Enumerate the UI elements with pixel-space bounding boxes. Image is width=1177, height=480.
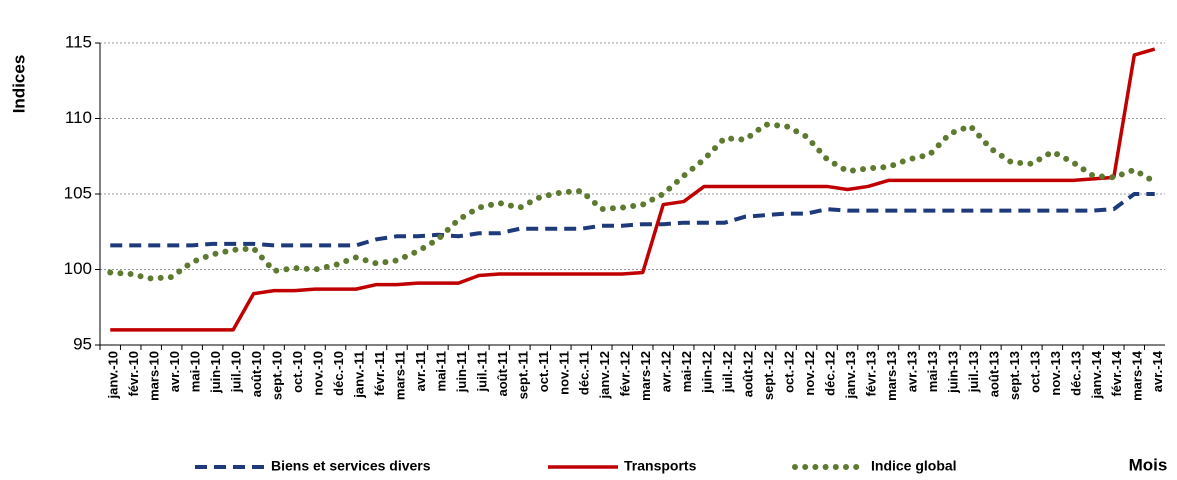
x-tick-label: juin-10	[208, 351, 223, 394]
x-tick-label: août-12	[741, 351, 756, 397]
x-tick-label: avr.-10	[167, 351, 182, 392]
x-tick-label: févr.-10	[126, 351, 141, 397]
x-tick-label: janv.-10	[106, 351, 121, 399]
x-tick-label: févr.-12	[618, 351, 633, 397]
x-tick-label: sept.-11	[515, 351, 530, 399]
x-tick-label: oct.-10	[290, 351, 305, 393]
x-tick-label: nov.-13	[1048, 351, 1063, 396]
x-tick-label: juil.-12	[720, 351, 735, 393]
y-axis-label: Indices	[9, 55, 28, 114]
x-tick-label: mars-14	[1130, 350, 1145, 401]
x-tick-label: nov.-11	[556, 351, 571, 395]
legend-label: Biens et services divers	[271, 458, 431, 474]
x-tick-label: janv.-14	[1089, 350, 1104, 399]
x-tick-label: sept.-12	[761, 351, 776, 400]
y-tick-label: 115	[65, 32, 92, 51]
x-tick-label: déc.-12	[823, 351, 838, 396]
x-tick-label: mai-10	[188, 351, 203, 392]
x-tick-label: mai-13	[925, 351, 940, 392]
x-tick-label: janv.-11	[351, 351, 366, 399]
x-tick-label: août-13	[986, 351, 1001, 397]
x-tick-label: mars-11	[392, 351, 407, 400]
x-tick-label: févr.-14	[1109, 350, 1124, 396]
x-tick-label: févr.-11	[372, 351, 387, 396]
y-tick-label: 105	[64, 183, 92, 202]
x-tick-label: avr.-14	[1150, 350, 1165, 392]
x-tick-label: juin-11	[454, 351, 469, 393]
x-tick-label: sept.-10	[270, 351, 285, 400]
x-tick-label: févr.-13	[863, 351, 878, 397]
x-tick-label: juil.-10	[229, 351, 244, 393]
y-tick-label: 110	[65, 108, 92, 127]
x-tick-label: janv.-12	[597, 351, 612, 399]
x-tick-label: mai-12	[679, 351, 694, 392]
x-tick-label: août-11	[495, 351, 510, 397]
x-tick-label: sept.-13	[1007, 351, 1022, 400]
series-line	[110, 47, 1156, 332]
x-tick-label: janv.-13	[843, 351, 858, 399]
x-tick-label: nov.-12	[802, 351, 817, 396]
legend-label: Transports	[624, 458, 697, 474]
x-tick-label: juin-13	[945, 351, 960, 394]
x-tick-label: mars-13	[884, 351, 899, 401]
x-tick-label: mai-11	[433, 351, 448, 391]
x-tick-label: juil.-11	[474, 351, 489, 392]
x-tick-label: oct.-11	[536, 351, 551, 392]
x-tick-label: août-10	[249, 351, 264, 397]
x-tick-label: avr.-11	[413, 351, 428, 392]
x-tick-label: déc.-10	[331, 351, 346, 396]
series-line	[110, 192, 1155, 248]
x-tick-label: oct.-13	[1027, 351, 1042, 393]
x-tick-label: avr.-13	[904, 351, 919, 392]
x-axis-label: Mois	[1129, 455, 1168, 474]
y-tick-label: 100	[64, 259, 92, 278]
series-line	[107, 121, 1158, 282]
legend-label: Indice global	[871, 458, 957, 474]
x-tick-label: oct.-12	[782, 351, 797, 393]
x-tick-label: mars-10	[147, 351, 162, 401]
x-tick-label: juin-12	[700, 351, 715, 394]
x-tick-label: avr.-12	[659, 351, 674, 392]
x-tick-label: déc.-13	[1068, 351, 1083, 396]
y-tick-label: 95	[73, 334, 92, 353]
x-tick-label: déc.-11	[577, 351, 592, 395]
x-tick-label: juil.-13	[966, 351, 981, 393]
x-tick-label: nov.-10	[310, 351, 325, 396]
x-tick-label: mars-12	[638, 351, 653, 401]
